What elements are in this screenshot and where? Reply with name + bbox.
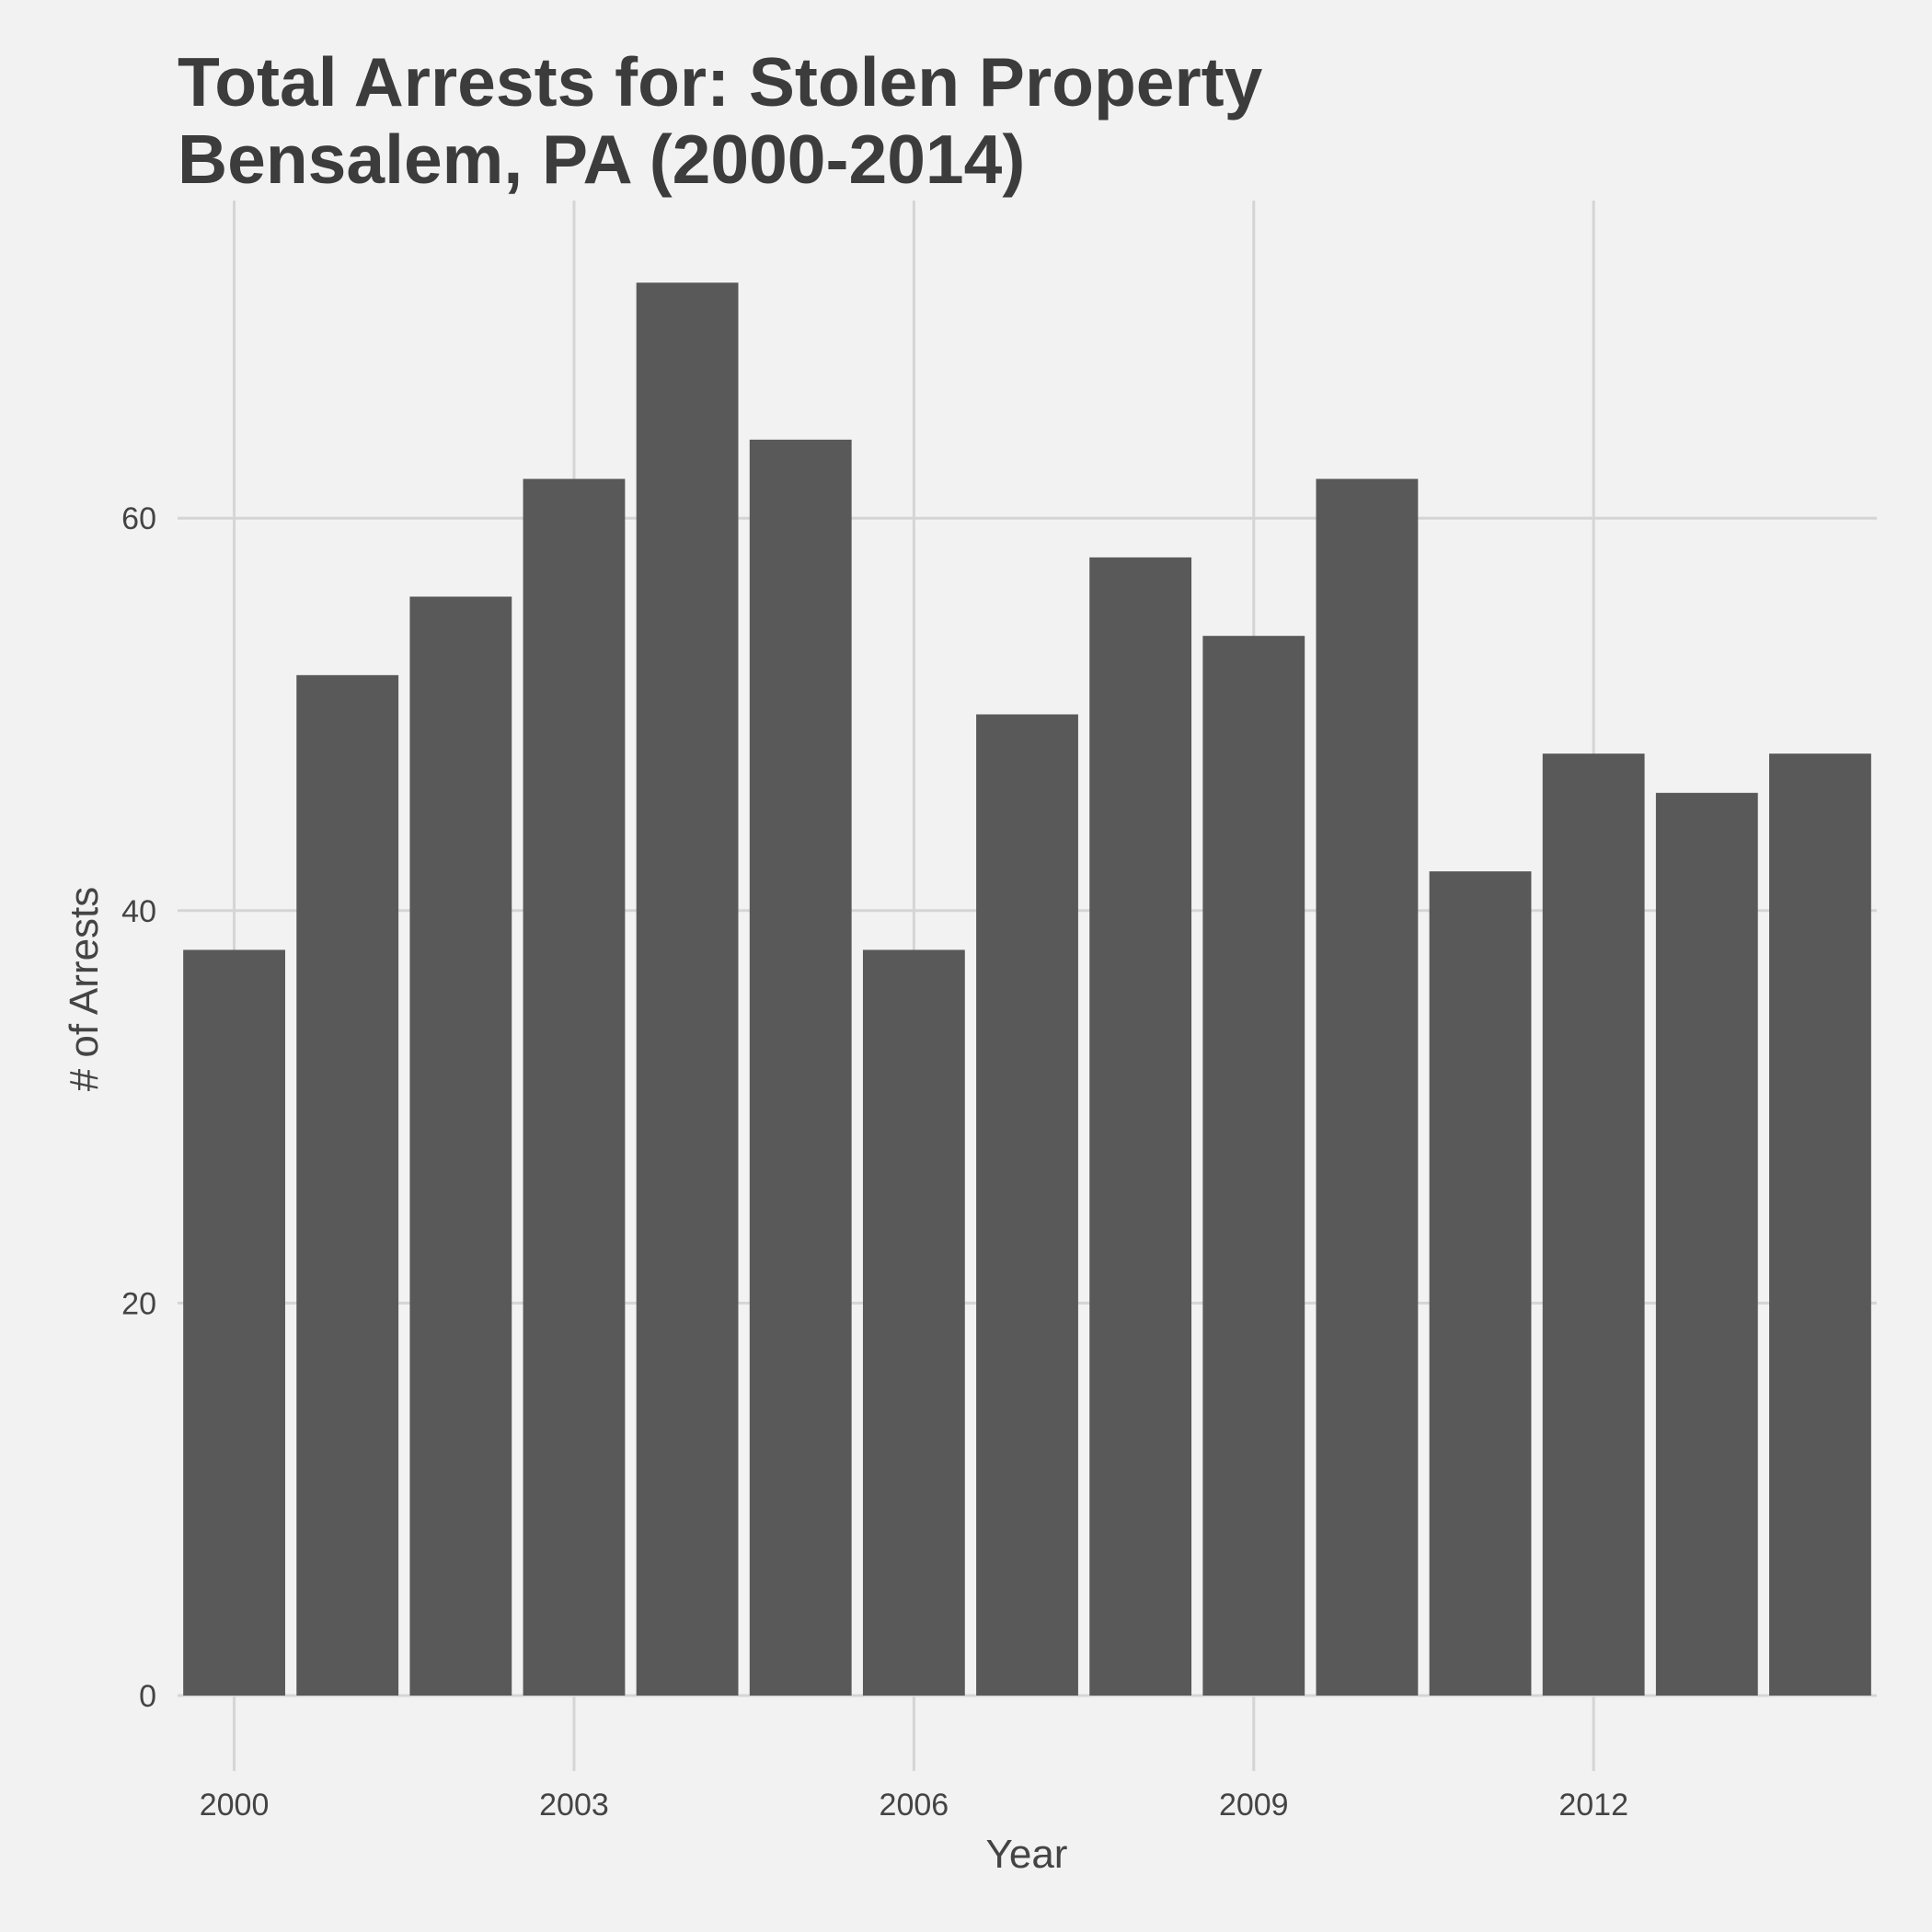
x-tick-label-2012: 2012 xyxy=(1558,1788,1628,1823)
chart-subtitle: Bensalem, PA (2000-2014) xyxy=(178,121,1025,198)
bars xyxy=(183,282,1871,1696)
y-tick-label-40: 40 xyxy=(121,894,156,929)
bar-2006 xyxy=(862,949,965,1696)
bar-2014 xyxy=(1769,753,1871,1696)
bar-2009 xyxy=(1202,636,1305,1696)
x-tick-label-2006: 2006 xyxy=(880,1788,949,1823)
bar-2011 xyxy=(1429,871,1532,1696)
y-tick-label-20: 20 xyxy=(121,1286,156,1321)
y-tick-label-0: 0 xyxy=(139,1679,156,1714)
x-tick-label-2000: 2000 xyxy=(200,1788,270,1823)
bar-2004 xyxy=(636,282,739,1696)
tick-labels: 0 20 40 60 2000 2003 2006 2009 2012 xyxy=(121,501,1628,1823)
bar-2002 xyxy=(409,596,512,1696)
x-tick-label-2003: 2003 xyxy=(539,1788,609,1823)
bar-2008 xyxy=(1089,557,1192,1696)
bar-2007 xyxy=(976,714,1078,1696)
bar-2000 xyxy=(183,949,285,1696)
bar-2005 xyxy=(749,439,852,1696)
bar-2013 xyxy=(1655,792,1758,1696)
x-tick-label-2009: 2009 xyxy=(1219,1788,1289,1823)
bar-2012 xyxy=(1542,753,1645,1696)
bar-2001 xyxy=(296,674,399,1696)
bar-2010 xyxy=(1316,478,1419,1696)
chart-title: Total Arrests for: Stolen Property xyxy=(178,43,1263,121)
y-tick-label-60: 60 xyxy=(121,501,156,536)
bar-2003 xyxy=(523,478,626,1696)
y-axis-title: # of Arrests xyxy=(62,887,107,1092)
x-axis-title: Year xyxy=(986,1832,1068,1877)
